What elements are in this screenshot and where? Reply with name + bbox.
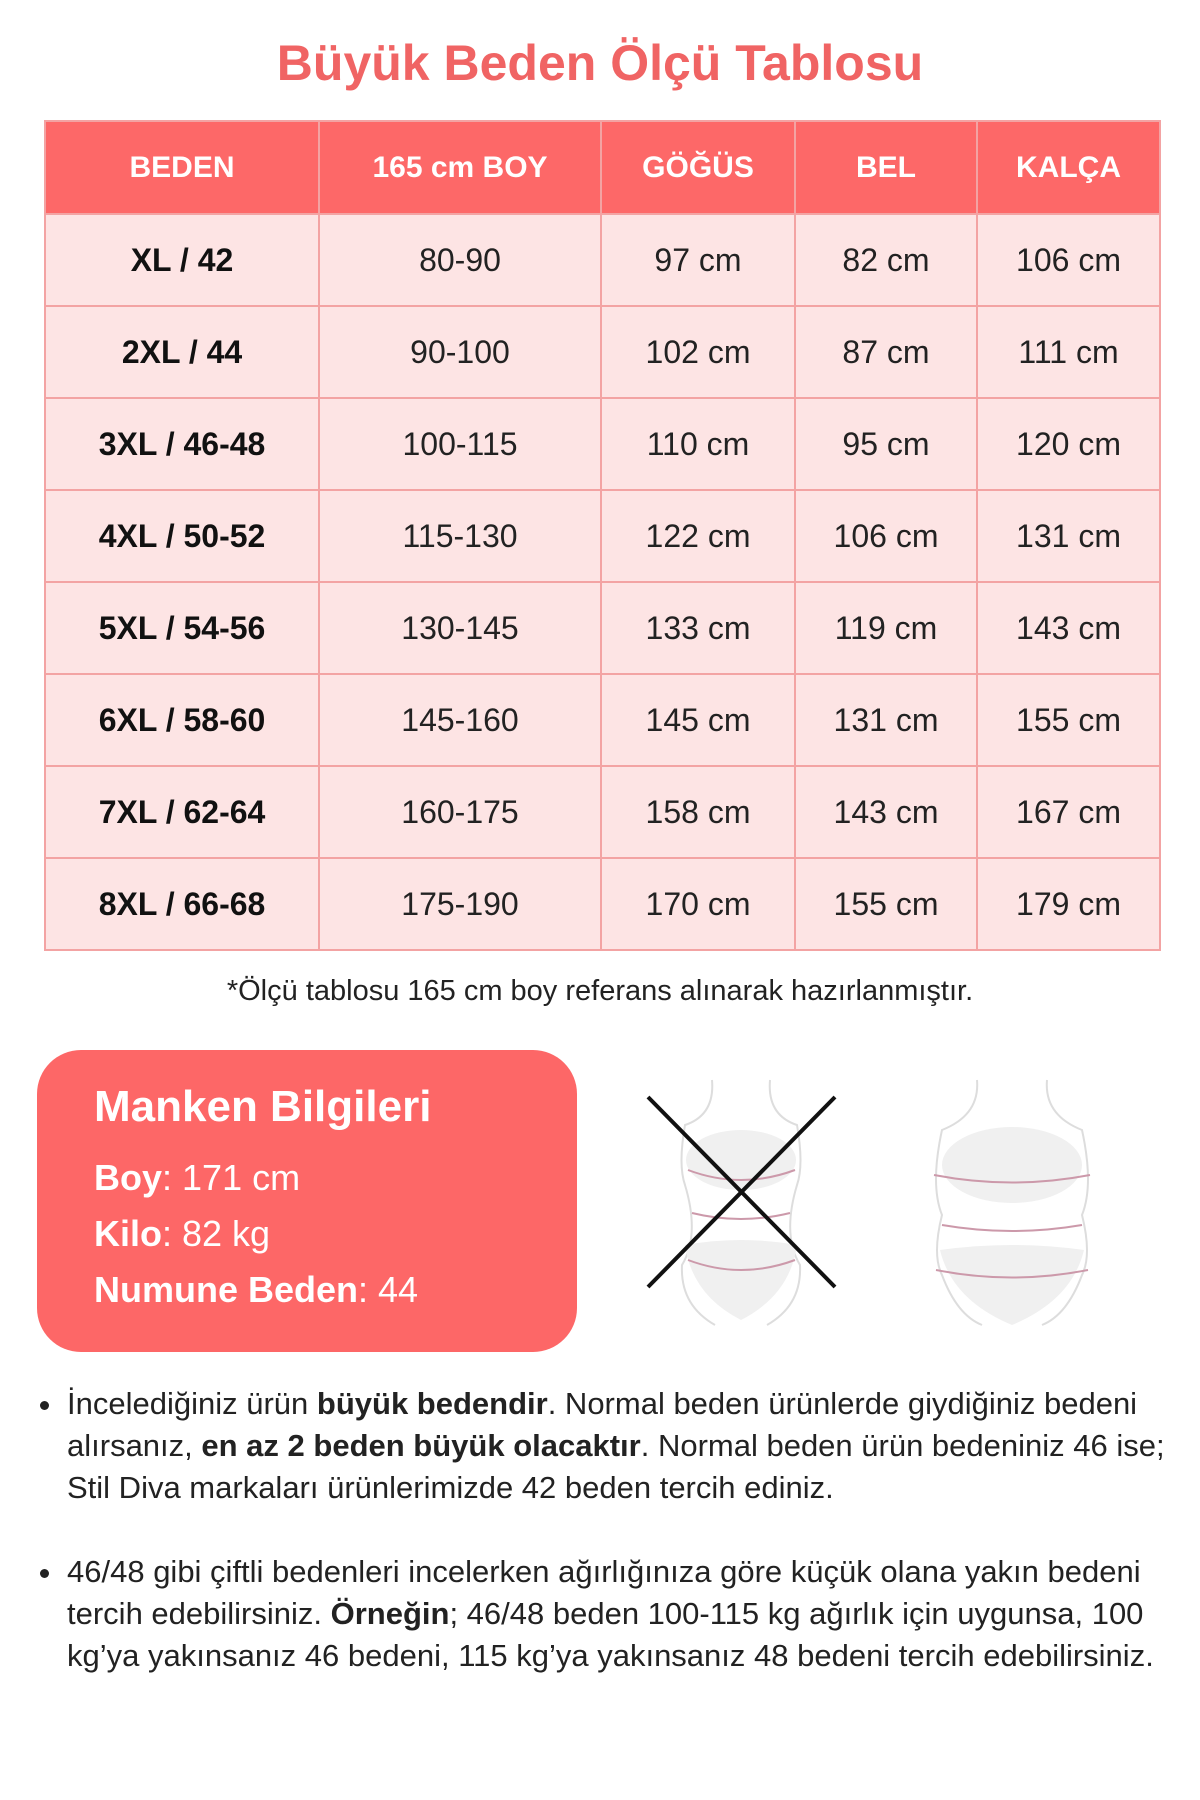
- col-header: 165 cm BOY: [318, 120, 602, 215]
- model-weight: Kilo: 82 kg: [94, 1206, 577, 1262]
- model-info-card: Manken Bilgileri Boy: 171 cm Kilo: 82 kg…: [37, 1050, 577, 1352]
- value-cell: 90-100: [318, 305, 602, 399]
- info-bullets: İncelediğiniz ürün büyük bedendir. Norma…: [40, 1383, 1170, 1719]
- size-cell: 3XL / 46-48: [44, 397, 320, 491]
- size-cell: 2XL / 44: [44, 305, 320, 399]
- text: 46/48 gibi çiftli bedenleri incelerken a…: [67, 1554, 1141, 1631]
- value-cell: 133 cm: [600, 581, 796, 675]
- model-sample-size: Numune Beden: 44: [94, 1262, 577, 1318]
- value: : 82 kg: [162, 1213, 271, 1254]
- value-cell: 167 cm: [976, 765, 1161, 859]
- value-cell: 97 cm: [600, 213, 796, 307]
- value-cell: 143 cm: [794, 765, 978, 859]
- label: Numune Beden: [94, 1269, 359, 1310]
- value-cell: 106 cm: [976, 213, 1161, 307]
- value-cell: 131 cm: [794, 673, 978, 767]
- table-row: 4XL / 50-52 115-130 122 cm 106 cm 131 cm: [44, 489, 1161, 583]
- text: . Normal beden ürünlerde giydiğiniz bede…: [67, 1386, 1138, 1463]
- col-header: GÖĞÜS: [600, 120, 796, 215]
- value-cell: 102 cm: [600, 305, 796, 399]
- value-cell: 122 cm: [600, 489, 796, 583]
- text: ; 46/48 beden 100-115 kg ağırlık için uy…: [67, 1596, 1154, 1673]
- value-cell: 111 cm: [976, 305, 1161, 399]
- value-cell: 175-190: [318, 857, 602, 951]
- size-table: BEDEN 165 cm BOY GÖĞÜS BEL KALÇA XL / 42…: [44, 120, 1161, 951]
- value-cell: 155 cm: [976, 673, 1161, 767]
- value-cell: 100-115: [318, 397, 602, 491]
- model-height: Boy: 171 cm: [94, 1150, 577, 1206]
- page-title: Büyük Beden Ölçü Tablosu: [276, 35, 924, 91]
- table-footnote: *Ölçü tablosu 165 cm boy referans alınar…: [226, 975, 974, 1007]
- value-cell: 143 cm: [976, 581, 1161, 675]
- bullet-item: İncelediğiniz ürün büyük bedendir. Norma…: [40, 1383, 1170, 1509]
- label: Boy: [94, 1157, 163, 1198]
- bullet-item: 46/48 gibi çiftli bedenleri incelerken a…: [40, 1551, 1170, 1677]
- value-cell: 106 cm: [794, 489, 978, 583]
- table-row: 5XL / 54-56 130-145 133 cm 119 cm 143 cm: [44, 581, 1161, 675]
- size-cell: 7XL / 62-64: [44, 765, 320, 859]
- value-cell: 145-160: [318, 673, 602, 767]
- bold-text: Örneğin: [330, 1596, 450, 1631]
- text: . Normal beden ürün bedeniniz 46 ise; St…: [67, 1428, 1165, 1505]
- body-figure-icon: [933, 1079, 1091, 1326]
- value-cell: 145 cm: [600, 673, 796, 767]
- value-cell: 155 cm: [794, 857, 978, 951]
- value: : 171 cm: [162, 1157, 301, 1198]
- size-cell: XL / 42: [44, 213, 320, 307]
- table-row: 3XL / 46-48 100-115 110 cm 95 cm 120 cm: [44, 397, 1161, 491]
- col-header: KALÇA: [976, 120, 1161, 215]
- value-cell: 95 cm: [794, 397, 978, 491]
- bold-text: en az 2 beden büyük olacaktır: [201, 1428, 641, 1463]
- value-cell: 115-130: [318, 489, 602, 583]
- value-cell: 179 cm: [976, 857, 1161, 951]
- value-cell: 160-175: [318, 765, 602, 859]
- value-cell: 158 cm: [600, 765, 796, 859]
- body-figure-crossed-icon: [646, 1079, 837, 1326]
- value-cell: 120 cm: [976, 397, 1161, 491]
- value-cell: 170 cm: [600, 857, 796, 951]
- value-cell: 130-145: [318, 581, 602, 675]
- table-row: XL / 42 80-90 97 cm 82 cm 106 cm: [44, 213, 1161, 307]
- value-cell: 87 cm: [794, 305, 978, 399]
- table-row: 2XL / 44 90-100 102 cm 87 cm 111 cm: [44, 305, 1161, 399]
- value: : 44: [358, 1269, 419, 1310]
- label: Kilo: [94, 1213, 162, 1254]
- table-row: 8XL / 66-68 175-190 170 cm 155 cm 179 cm: [44, 857, 1161, 951]
- table-row: 7XL / 62-64 160-175 158 cm 143 cm 167 cm: [44, 765, 1161, 859]
- value-cell: 131 cm: [976, 489, 1161, 583]
- table-header-row: BEDEN 165 cm BOY GÖĞÜS BEL KALÇA: [44, 120, 1161, 215]
- col-header: BEL: [794, 120, 978, 215]
- value-cell: 80-90: [318, 213, 602, 307]
- bold-text: büyük bedendir: [316, 1386, 548, 1421]
- model-info-title: Manken Bilgileri: [94, 1082, 432, 1131]
- table-row: 6XL / 58-60 145-160 145 cm 131 cm 155 cm: [44, 673, 1161, 767]
- value-cell: 82 cm: [794, 213, 978, 307]
- value-cell: 119 cm: [794, 581, 978, 675]
- size-cell: 5XL / 54-56: [44, 581, 320, 675]
- text: İncelediğiniz ürün: [67, 1386, 317, 1421]
- col-header: BEDEN: [44, 120, 320, 215]
- value-cell: 110 cm: [600, 397, 796, 491]
- size-cell: 6XL / 58-60: [44, 673, 320, 767]
- size-cell: 8XL / 66-68: [44, 857, 320, 951]
- size-cell: 4XL / 50-52: [44, 489, 320, 583]
